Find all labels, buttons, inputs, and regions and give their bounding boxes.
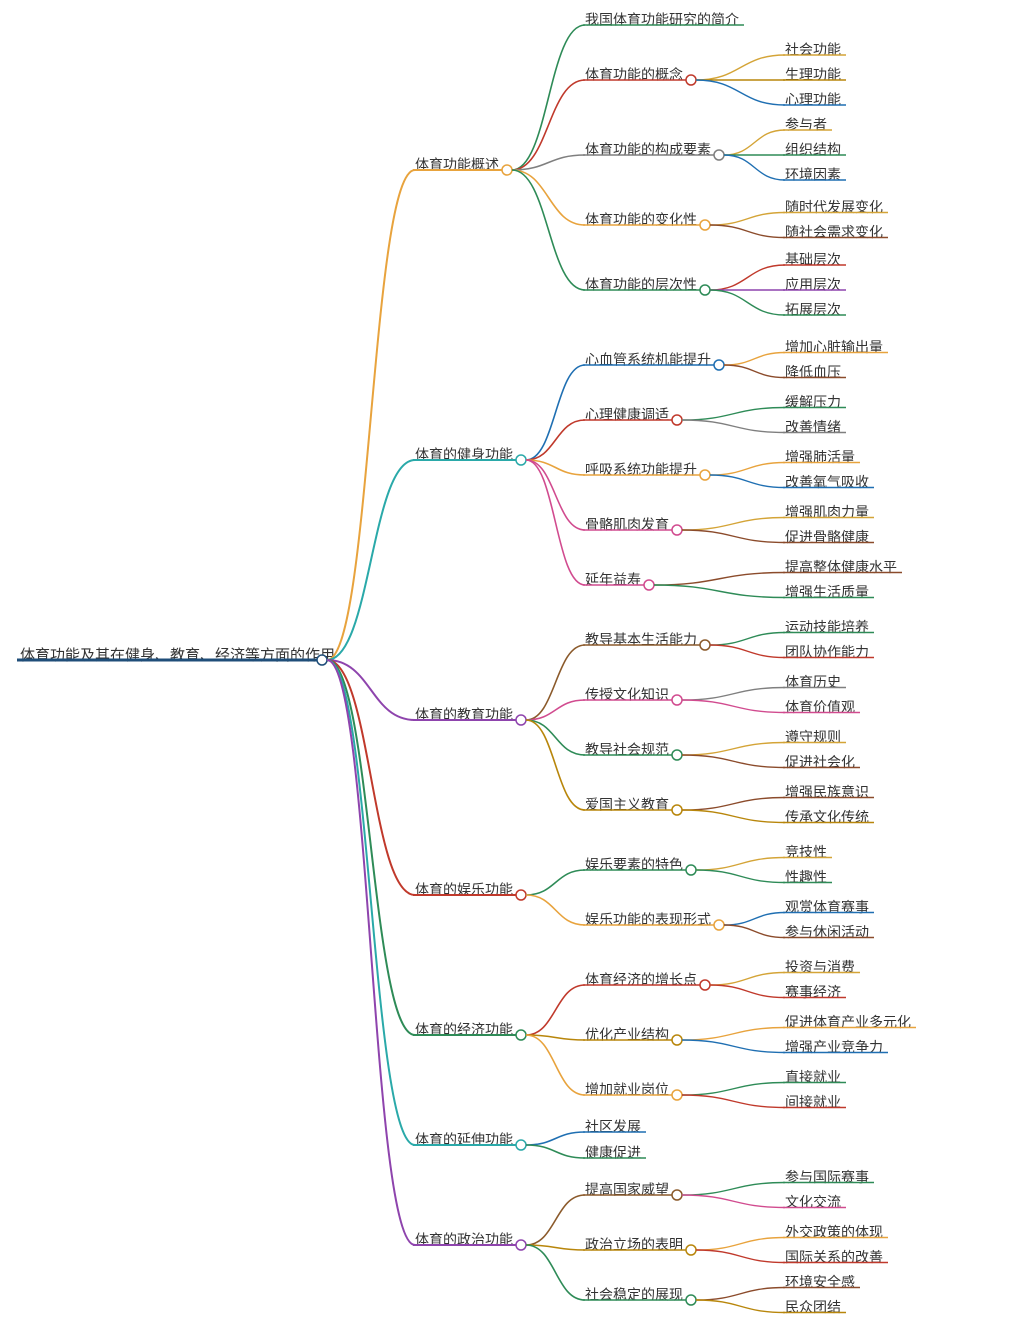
- mindmap-canvas: 体育功能及其在健身、教育、经济等方面的作用体育功能概述我国体育功能研究的简介体育…: [0, 0, 1024, 1323]
